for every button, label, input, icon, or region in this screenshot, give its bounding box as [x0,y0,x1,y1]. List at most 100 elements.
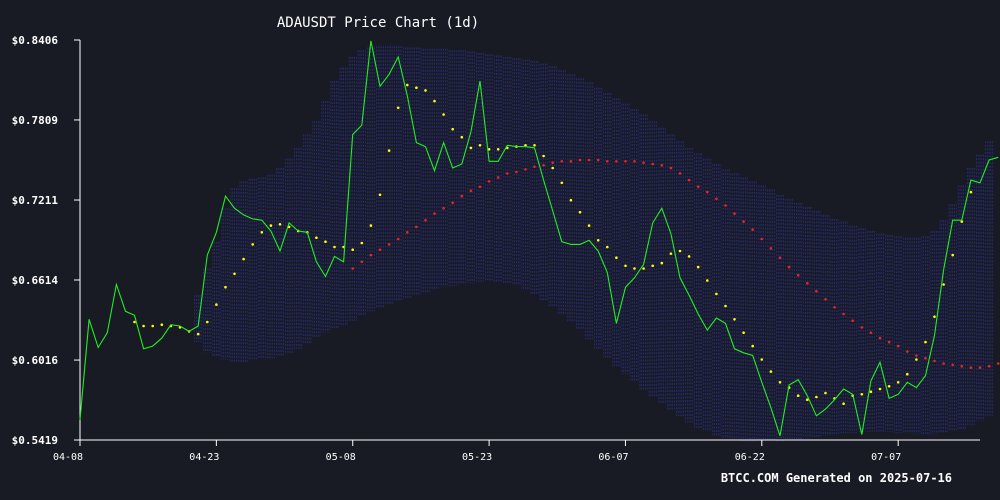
ma-short-dot [378,193,382,197]
bollinger-band [194,46,994,442]
ma-long-dot [933,359,936,363]
ma-short-dot [215,303,218,306]
axes: $0.8406 $0.7809 $0.7211 $0.6614 $0.6016 $0.54… [12,34,980,463]
ma-long-dot [478,185,482,189]
ma-long-dot [887,340,891,344]
ma-short-dot [733,318,736,321]
ma-short-dot [396,106,400,110]
y-tick-label: $0.6016 [12,354,59,367]
ma-long-dot [496,176,500,179]
ma-long-dot [560,160,564,163]
ma-long-dot [687,178,691,182]
ma-short-dot [487,148,491,151]
chart-title: ADAUSDT Price Chart (1d) [277,15,479,31]
ma-short-dot [896,381,900,384]
ma-short-dot [433,99,436,103]
ma-short-dot [278,223,282,226]
ma-long-dot [851,319,854,323]
moving-average-long [351,158,1000,369]
ma-long-dot [860,326,864,329]
ma-short-dot [760,358,764,361]
x-tick-label: 06-07 [598,452,628,463]
ma-short-dot [660,261,664,265]
ma-short-dot [460,135,464,139]
ma-long-dot [815,289,818,293]
ma-long-dot [742,220,745,223]
ma-short-dot [706,279,709,282]
ma-short-dot [242,257,245,261]
ma-long-dot [787,265,791,269]
ma-short-dot [524,144,527,147]
x-tick-label: 04-23 [189,452,219,463]
ma-long-dot [642,161,645,164]
ma-short-dot [251,243,254,246]
ma-short-dot [406,83,409,87]
ma-long-dot [351,267,355,270]
ma-short-dot [424,89,427,92]
ma-short-dot [569,198,573,202]
ma-long-dot [378,248,382,251]
ma-long-dot [942,362,945,365]
ma-short-dot [260,231,264,234]
ma-long-dot [969,366,973,369]
ma-long-dot [451,201,455,205]
moving-average-short [133,83,973,406]
ma-short-dot [887,385,891,388]
ma-long-dot [433,212,436,215]
ma-short-dot [951,253,954,257]
ma-long-dot [678,172,682,175]
x-tick-label: 07-07 [871,452,901,463]
ma-short-dot [578,210,582,214]
ma-long-dot [915,354,918,357]
ma-short-dot [796,394,800,398]
chart-footer: BTCC.COM Generated on 2025-07-16 [721,471,952,485]
ma-long-dot [415,225,418,229]
ma-long-dot [751,228,754,231]
ma-short-dot [469,146,473,150]
ma-short-dot [633,267,636,270]
ma-short-dot [696,265,700,269]
ma-short-dot [551,166,554,170]
ma-short-dot [333,245,336,249]
ma-long-dot [387,243,391,246]
ma-long-dot [733,212,736,215]
ma-long-dot [660,164,664,167]
ma-long-dot [978,366,982,369]
ma-short-dot [387,149,391,152]
ma-long-dot [906,350,909,353]
ma-long-dot [724,204,727,207]
ma-long-dot [533,165,536,168]
x-tick-label: 04-08 [53,452,83,463]
ma-short-dot [160,323,164,327]
ma-short-dot [224,285,227,289]
y-tick-label: $0.6614 [12,274,59,287]
ma-short-dot [842,402,845,406]
ma-short-dot [942,283,945,286]
ma-long-dot [824,298,827,301]
ma-short-dot [269,224,273,227]
ma-short-dot [687,255,691,258]
x-tick-label: 05-08 [326,452,356,463]
ma-long-dot [406,231,409,234]
ma-short-dot [151,324,154,328]
ma-long-dot [896,344,900,348]
ma-short-dot [742,331,745,335]
ma-long-dot [651,162,654,166]
ma-short-dot [606,245,609,249]
ma-short-dot [442,113,445,116]
y-tick-label: $0.7211 [12,194,59,207]
ma-long-dot [542,164,545,167]
ma-short-dot [869,390,873,394]
ma-long-dot [624,160,627,163]
ma-long-dot [869,331,873,335]
ma-short-dot [642,267,645,270]
ma-short-dot [369,224,373,227]
ma-short-dot [415,86,418,89]
ma-long-dot [987,364,991,368]
ma-long-dot [596,158,600,162]
y-tick-label: $0.8406 [12,34,59,47]
ma-long-dot [578,158,582,162]
ma-long-dot [442,206,445,210]
ma-short-dot [360,241,364,245]
